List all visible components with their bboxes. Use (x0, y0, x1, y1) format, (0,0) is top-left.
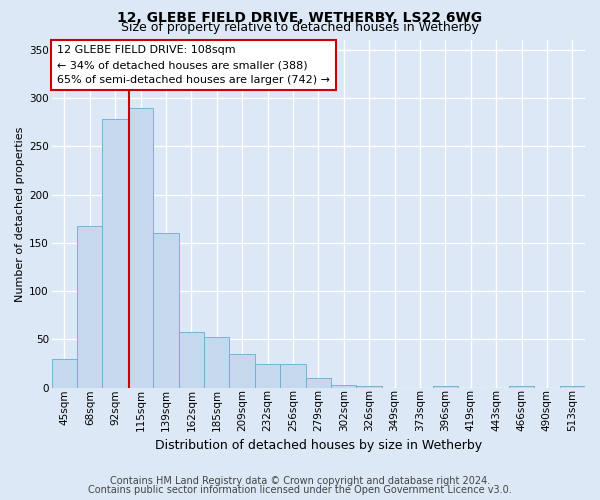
Text: Contains public sector information licensed under the Open Government Licence v3: Contains public sector information licen… (88, 485, 512, 495)
Bar (52, 358, 77, 388)
Bar (103, 119, 128, 388)
X-axis label: Distribution of detached houses by size in Wetherby: Distribution of detached houses by size … (155, 440, 482, 452)
Text: 12 GLEBE FIELD DRIVE: 108sqm
← 34% of detached houses are smaller (388)
65% of s: 12 GLEBE FIELD DRIVE: 108sqm ← 34% of de… (57, 45, 330, 85)
Bar (356, 386, 382, 388)
Bar (280, 364, 305, 388)
Bar (229, 354, 255, 388)
Text: Contains HM Land Registry data © Crown copyright and database right 2024.: Contains HM Land Registry data © Crown c… (110, 476, 490, 486)
Bar (128, 108, 153, 388)
Bar (433, 386, 458, 388)
Text: Size of property relative to detached houses in Wetherby: Size of property relative to detached ho… (121, 22, 479, 35)
Bar (255, 364, 280, 388)
Y-axis label: Number of detached properties: Number of detached properties (15, 126, 25, 302)
Text: 12, GLEBE FIELD DRIVE, WETHERBY, LS22 6WG: 12, GLEBE FIELD DRIVE, WETHERBY, LS22 6W… (118, 11, 482, 25)
Bar (331, 385, 356, 388)
Bar (179, 332, 204, 388)
Bar (77, 226, 103, 388)
Bar (305, 378, 331, 388)
Bar (560, 386, 585, 388)
Bar (204, 338, 229, 388)
Bar (153, 233, 179, 388)
Bar (509, 386, 534, 388)
